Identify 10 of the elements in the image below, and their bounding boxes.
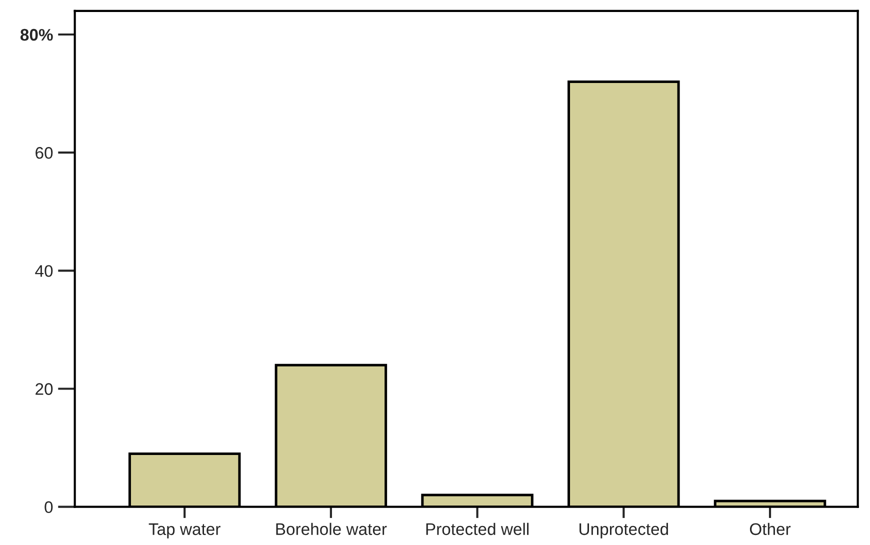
y-tick-label: 20	[36, 383, 53, 395]
x-tick-label: Tap water	[148, 523, 220, 538]
y-tick-label: 40	[35, 265, 53, 277]
x-tick-label: Protected well	[426, 522, 529, 536]
x-tick-label: Borehole water	[276, 522, 387, 536]
y-tick-label: 60	[36, 147, 53, 159]
y-tick-label: 0	[44, 501, 53, 514]
x-tick-label: Unprotected	[580, 522, 668, 538]
y-tick-label: 80%	[20, 28, 53, 41]
x-tick-label: Other	[750, 522, 791, 536]
